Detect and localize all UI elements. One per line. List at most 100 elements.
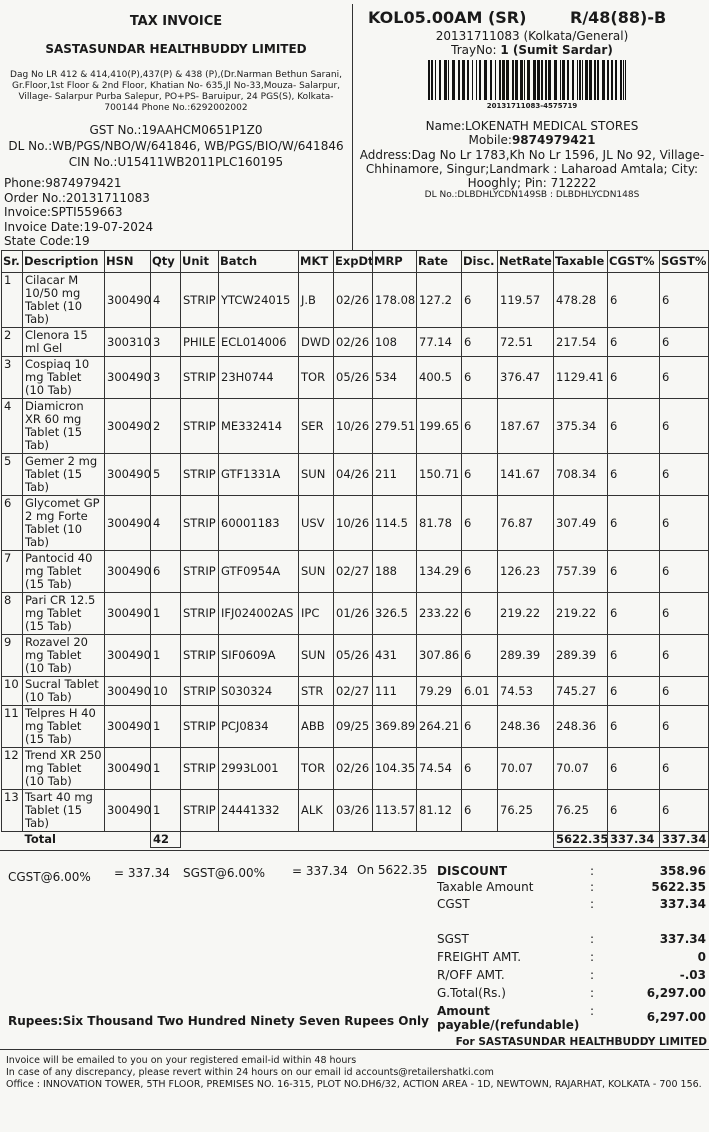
cell: 307.49: [553, 495, 608, 551]
footer-line: Office : INNOVATION TOWER, 5TH FLOOR, PR…: [6, 1079, 702, 1090]
cell: 1: [150, 592, 181, 635]
description: Pantocid 40 mg Tablet (15 Tab): [22, 550, 105, 593]
cell: 5: [150, 453, 181, 496]
bar: [472, 60, 473, 100]
cell: 6: [461, 327, 498, 357]
cell: SER: [298, 398, 334, 454]
header-row: Sr. Description HSN Qty Unit Batch MKT ExpDt MRP…: [1, 250, 709, 273]
item-row: 11 Telpres H 40 mg Tablet (15 Tab) 300490 1…: [1, 705, 709, 748]
cell: 3: [1, 356, 23, 399]
cell: 219.22: [497, 592, 554, 635]
bar: [512, 60, 514, 100]
cell: 300490: [104, 398, 151, 454]
cell: IFJ024002AS: [218, 592, 299, 635]
cell: 6: [659, 356, 709, 399]
cin: CIN No.:U15411WB2011PLC160195: [68, 155, 284, 169]
cell: 376.47: [497, 356, 554, 399]
cell: 178.08: [372, 272, 417, 328]
bar: [562, 60, 565, 100]
cell: USV: [298, 495, 334, 551]
cell: 326.5: [372, 592, 417, 635]
cell: STRIP: [180, 550, 219, 593]
cell: 6: [659, 272, 709, 328]
cell: 188: [372, 550, 417, 593]
cell: 05/26: [333, 356, 373, 399]
cell: 5: [1, 453, 23, 496]
bar: [506, 60, 509, 100]
amount-words: Rupees:Six Thousand Two Hundred Ninety S…: [8, 1014, 429, 1028]
cell: 708.34: [553, 453, 608, 496]
total-cell: 42: [150, 831, 181, 848]
cell: 300490: [104, 592, 151, 635]
cell: 02/27: [333, 550, 373, 593]
bar: [490, 60, 492, 100]
item-row: 2 Clenora 15 ml Gel 300310 3 PHILE ECL014006 D…: [1, 327, 709, 357]
bar: [431, 60, 433, 100]
cell: 11: [1, 705, 23, 748]
cell: 70.07: [553, 747, 608, 790]
cgst-label: CGST@6.00%: [8, 870, 91, 884]
cell: 6: [659, 550, 709, 593]
cell: SIF0609A: [218, 634, 299, 677]
bar: [623, 60, 624, 100]
cell: 03/26: [333, 789, 373, 832]
cell: 134.29: [416, 550, 462, 593]
cell: SUN: [298, 550, 334, 593]
item-row: 4 Diamicron XR 60 mg Tablet (15 Tab) 30049…: [1, 398, 709, 454]
summary-label: SGST: [437, 932, 469, 946]
cell: 219.22: [553, 592, 608, 635]
cell: 4: [150, 272, 181, 328]
bar: [594, 60, 596, 100]
cell: 6: [461, 356, 498, 399]
cell: 81.78: [416, 495, 462, 551]
cell: STRIP: [180, 356, 219, 399]
cell: 76.87: [497, 495, 554, 551]
bar: [435, 60, 436, 100]
cell: 76.25: [497, 789, 554, 832]
cell: 72.51: [497, 327, 554, 357]
cell: STRIP: [180, 705, 219, 748]
summary-value: 6,297.00: [646, 986, 706, 1000]
cell: 1: [150, 705, 181, 748]
bar: [554, 60, 557, 100]
column-header: NetRate: [497, 250, 554, 273]
cell: SUN: [298, 453, 334, 496]
total-cell: [416, 831, 462, 848]
divider: [352, 4, 353, 250]
cell: 300490: [104, 356, 151, 399]
bar: [585, 60, 588, 100]
separator: :: [590, 968, 595, 982]
description: Cilacar M 10/50 mg Tablet (10 Tab): [22, 272, 105, 328]
cell: 13: [1, 789, 23, 832]
column-header: MRP: [372, 250, 417, 273]
cell: 300490: [104, 272, 151, 328]
cell: 3: [150, 356, 181, 399]
cell: 141.67: [497, 453, 554, 496]
mobile-label: Mobile:: [468, 133, 512, 147]
description: Cospiaq 10 mg Tablet (10 Tab): [22, 356, 105, 399]
bar: [577, 60, 578, 100]
cell: STRIP: [180, 747, 219, 790]
separator: :: [590, 932, 595, 946]
cell: 300490: [104, 634, 151, 677]
bar: [560, 60, 561, 100]
bar: [545, 60, 547, 100]
total-cell: [497, 831, 554, 848]
cell: 264.21: [416, 705, 462, 748]
ref: R/48(88)-B: [570, 8, 667, 27]
code: KOL05.00AM (SR): [368, 8, 527, 27]
item-row: 7 Pantocid 40 mg Tablet (15 Tab) 300490 6 ST…: [1, 550, 709, 593]
rule: [0, 1049, 709, 1050]
total-cell: [104, 831, 151, 848]
cell: 6: [607, 550, 660, 593]
cell: 1: [150, 634, 181, 677]
cell: 6: [607, 495, 660, 551]
cell: 289.39: [497, 634, 554, 677]
cell: 248.36: [553, 705, 608, 748]
total-row: Total 42 5622.35 337.34 337.34: [1, 831, 709, 848]
cell: 70.07: [497, 747, 554, 790]
cell: S030324: [218, 676, 299, 706]
cell: 74.53: [497, 676, 554, 706]
bar: [484, 60, 487, 100]
